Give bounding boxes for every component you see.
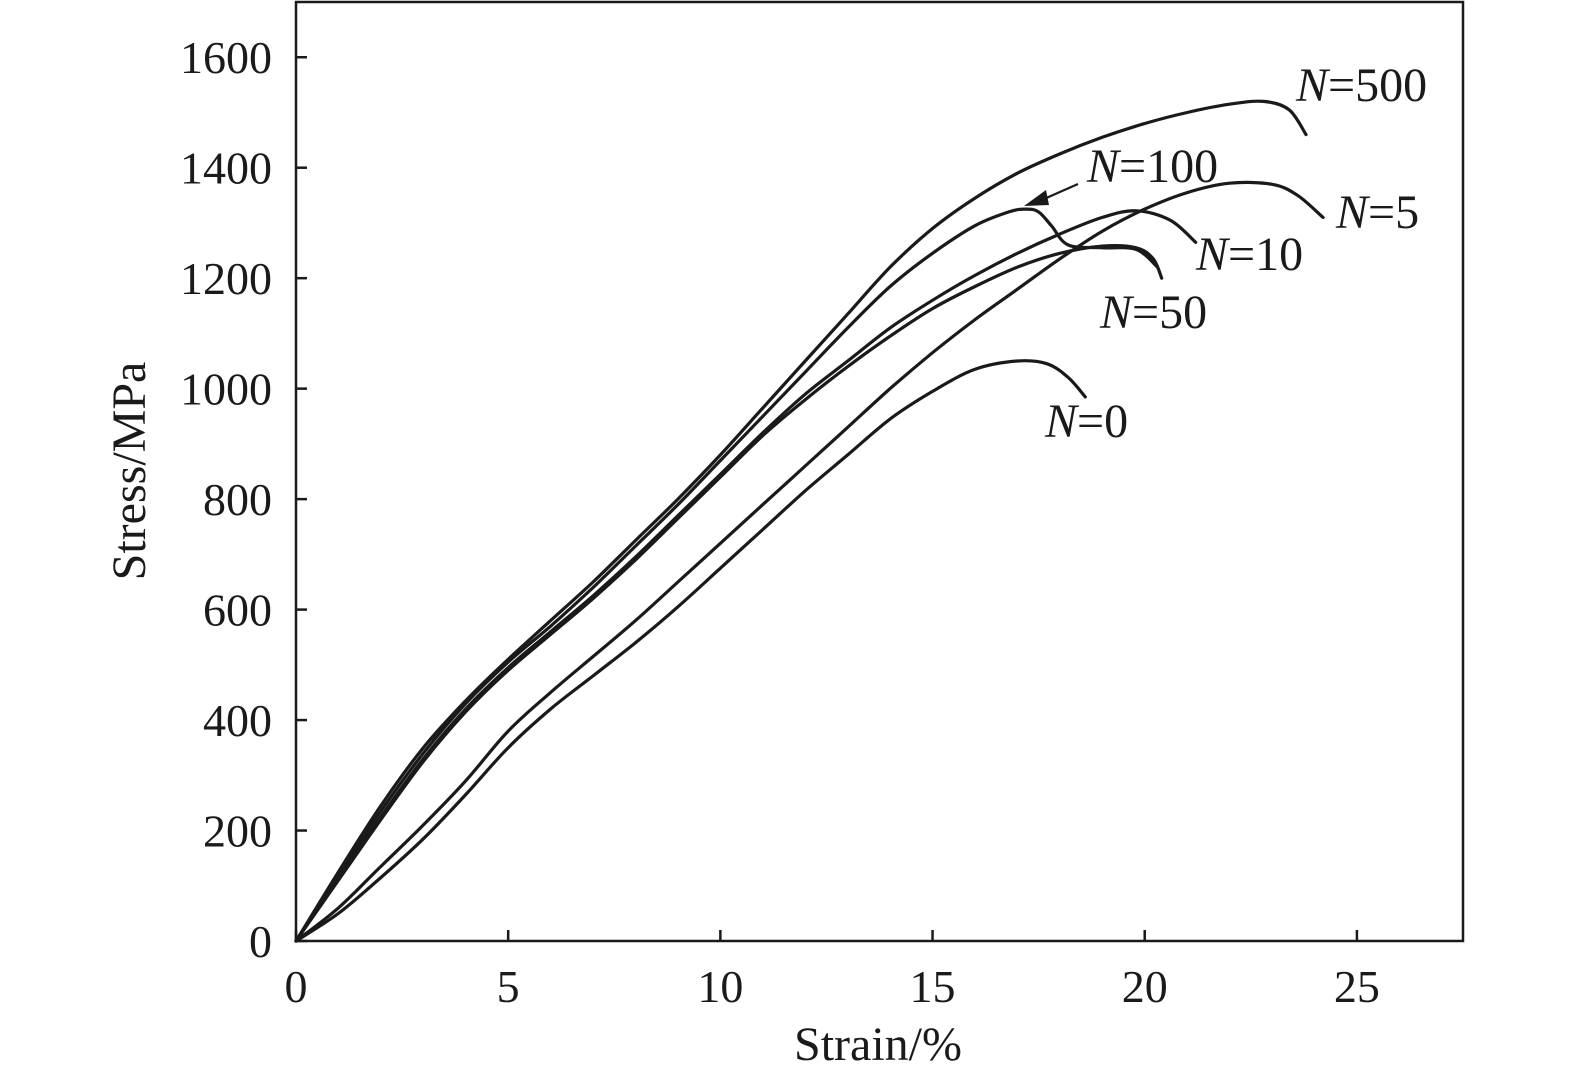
annotation-arrow-head	[1024, 190, 1049, 206]
series-line-n-10	[294, 209, 1198, 943]
series-label-n-0: N=0	[1044, 395, 1128, 448]
y-tick-label: 200	[203, 806, 272, 857]
series-line-n-5	[294, 180, 1325, 943]
plot-frame	[294, 0, 1465, 943]
series-label-n-100: N=100	[1086, 140, 1218, 193]
y-tick-label: 0	[249, 916, 272, 967]
x-tick-label: 25	[1334, 961, 1380, 1012]
y-tick-label: 1600	[180, 32, 272, 83]
y-axis-title: Stress/MPa	[103, 362, 156, 581]
x-tick-label: 15	[910, 961, 956, 1012]
series-line-n-100	[294, 207, 1160, 943]
x-tick-label: 5	[497, 961, 520, 1012]
series-line-n-0	[294, 359, 1087, 943]
series-labels: N=0 N=5 N=10N=50 N=500 N=100	[1024, 59, 1427, 448]
y-tick-label: 1200	[180, 253, 272, 304]
series-line-n-50	[294, 244, 1164, 943]
y-tick-label: 1000	[180, 364, 272, 415]
x-tick-label: 20	[1122, 961, 1168, 1012]
y-axis: 0 200 400 600 800 1000 1200 1400 1600	[180, 32, 307, 967]
curve-layer	[294, 99, 1325, 943]
series-label-n-50: N=50	[1099, 286, 1207, 339]
x-axis: 0 5 10 15 20 25	[285, 930, 1380, 1012]
x-tick-label: 0	[285, 961, 308, 1012]
y-tick-label: 1400	[180, 143, 272, 194]
series-line-n-500	[294, 99, 1308, 943]
series-label-n-5: N=5	[1335, 186, 1419, 239]
y-tick-label: 600	[203, 585, 272, 636]
x-tick-label: 10	[697, 961, 743, 1012]
annotation-arrow-line	[1043, 182, 1079, 201]
y-tick-label: 800	[203, 474, 272, 525]
x-axis-title: Strain/%	[794, 1018, 962, 1071]
series-label-n-500: N=500	[1295, 59, 1427, 112]
y-tick-label: 400	[203, 695, 272, 746]
series-label-n-10: N=10	[1195, 228, 1303, 281]
